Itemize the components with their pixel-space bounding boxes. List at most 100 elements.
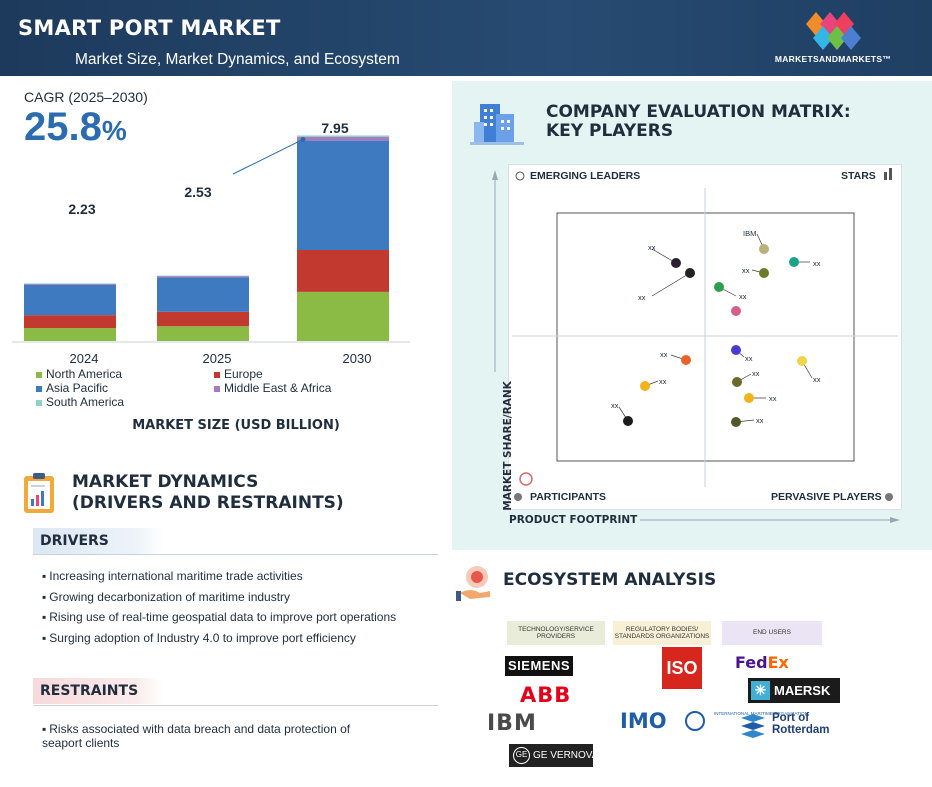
bar-segment-middle-east-africa	[24, 283, 116, 285]
driver-item: Increasing international maritime trade …	[42, 569, 396, 583]
ge-vernova-label: GE VERNOVA	[533, 750, 599, 761]
bar-segment-europe	[24, 315, 116, 329]
bar-segment-south-america	[157, 275, 249, 277]
drivers-tag: DRIVERS	[33, 528, 163, 554]
iso-logo: ISO	[662, 647, 702, 689]
rotterdam-line2: Rotterdam	[772, 724, 830, 736]
cagr-trend-point	[300, 136, 306, 142]
bar-segment-north-america	[24, 328, 116, 341]
imo-label: IMO	[620, 709, 667, 733]
cagr-unit: %	[101, 115, 127, 146]
fedex-logo: FedEx	[735, 653, 789, 672]
cagr-trend-line	[232, 139, 304, 175]
drivers-divider	[33, 554, 438, 555]
bar-segment-asia-pacific	[157, 277, 249, 312]
ibm-logo: IBM	[487, 711, 537, 736]
brand-logo: MARKETSANDMARKETS™	[768, 8, 898, 68]
cagr-label: CAGR (2025–2030)	[24, 89, 148, 105]
ecosystem-category-tech: TECHNOLOGY/SERVICE PROVIDERS	[507, 621, 605, 645]
ge-mark-icon: GE	[513, 747, 530, 764]
bar-segment-asia-pacific	[297, 140, 389, 250]
matrix-y-axis-label: MARKET SHARE/RANK	[501, 381, 514, 511]
x-tick-label: 2025	[203, 351, 232, 366]
abb-logo: ABB	[520, 683, 572, 707]
rotterdam-line1: Port of	[772, 712, 810, 724]
maersk-label: MAERSK	[774, 683, 831, 698]
cagr-number: 25.8	[24, 105, 102, 149]
legend-item-europe: Europe	[214, 367, 263, 381]
bar-segment-north-america	[157, 326, 249, 341]
matrix-x-axis-label: PRODUCT FOOTPRINT	[509, 514, 638, 526]
header-banner: SMART PORT MARKET Market Size, Market Dy…	[0, 0, 932, 76]
bar-segment-south-america	[297, 135, 389, 138]
ecosystem-title: ECOSYSTEM ANALYSIS	[503, 570, 717, 590]
legend-item-north-america: North America	[36, 367, 122, 381]
legend-label: Europe	[224, 367, 263, 381]
port-of-rotterdam-logo: Port of Rotterdam	[739, 712, 830, 738]
maersk-logo: ✳ MAERSK	[748, 678, 840, 703]
bar-segment-middle-east-africa	[297, 137, 389, 141]
imo-logo: IMO INTERNATIONAL MARITIME ORGANIZATION	[620, 709, 808, 733]
brand-name: MARKETSANDMARKETS™	[774, 54, 892, 64]
market-size-bar-chart: 2024 2025 2030 2.23 2.53 7.95	[12, 120, 410, 366]
bar-total-label: 7.95	[321, 120, 348, 136]
legend-swatch	[36, 399, 42, 406]
x-tick-label: 2024	[70, 351, 99, 366]
matrix-frame	[508, 164, 902, 510]
bar-total-label: 2.53	[184, 184, 211, 200]
ecosystem-hand-icon	[456, 566, 490, 601]
clipboard-chart-icon	[24, 473, 54, 513]
globe-icon	[685, 711, 705, 731]
ecosystem-category-end-users: END USERS	[722, 621, 822, 645]
quadrant-label-participants: PARTICIPANTS	[530, 491, 607, 503]
legend-label: Middle East & Africa	[224, 381, 332, 395]
legend-swatch	[36, 371, 42, 378]
siemens-logo: SIEMENS	[505, 656, 573, 676]
bar-segment-south-america	[24, 283, 116, 284]
bar-segment-middle-east-africa	[157, 276, 249, 278]
bar-segment-north-america	[297, 291, 389, 341]
restraints-tag: RESTRAINTS	[33, 678, 163, 704]
legend-label: Asia Pacific	[46, 381, 109, 395]
maersk-star-icon: ✳	[751, 681, 770, 700]
legend-item-south-america: South America	[36, 395, 124, 409]
legend-swatch	[36, 385, 42, 392]
restraints-list: Risks associated with data breach and da…	[42, 722, 392, 757]
legend-item-asia-pacific: Asia Pacific	[36, 381, 108, 395]
market-dynamics-title-line2: (DRIVERS AND RESTRAINTS)	[72, 493, 344, 513]
matrix-title-line1: COMPANY EVALUATION MATRIX:	[546, 102, 851, 122]
legend-label: North America	[46, 367, 123, 381]
buildings-icon	[470, 104, 524, 145]
driver-item: Surging adoption of Industry 4.0 to impr…	[42, 631, 396, 645]
legend-swatch	[214, 385, 220, 392]
quadrant-label-emerging-leaders: EMERGING LEADERS	[530, 170, 641, 182]
restraints-divider	[33, 705, 438, 706]
cagr-value: 25.8%	[24, 105, 127, 150]
market-dynamics-title: MARKET DYNAMICS (DRIVERS AND RESTRAINTS)	[72, 472, 344, 514]
driver-item: Rising use of real-time geospatial data …	[42, 610, 396, 624]
ge-vernova-logo: GE GE VERNOVA	[509, 744, 598, 767]
legend-item-middle-east-africa: Middle East & Africa	[214, 381, 331, 395]
restraint-item: Risks associated with data breach and da…	[42, 722, 392, 750]
ecosystem-category-regulatory: REGULATORY BODIES/ STANDARDS ORGANIZATIO…	[613, 621, 711, 645]
matrix-title: COMPANY EVALUATION MATRIX: KEY PLAYERS	[546, 103, 851, 141]
quadrant-label-pervasive-players: PERVASIVE PLAYERS	[771, 491, 882, 503]
rotterdam-wave-icon	[741, 714, 765, 738]
chart-x-axis-label: MARKET SIZE (USD BILLION)	[132, 418, 340, 433]
drivers-list: Increasing international maritime trade …	[42, 569, 396, 651]
matrix-title-line2: KEY PLAYERS	[546, 121, 674, 141]
fedex-ex: Ex	[767, 653, 789, 672]
legend-label: South America	[46, 395, 125, 409]
page-subtitle: Market Size, Market Dynamics, and Ecosys…	[75, 51, 400, 68]
page-title: SMART PORT MARKET	[18, 16, 281, 40]
brand-diamonds-icon	[806, 12, 861, 50]
bar-total-label: 2.23	[68, 201, 95, 217]
driver-item: Growing decarbonization of maritime indu…	[42, 590, 396, 604]
x-tick-label: 2030	[343, 351, 372, 366]
bar-segment-europe	[297, 249, 389, 292]
legend-swatch	[214, 371, 220, 378]
market-dynamics-title-line1: MARKET DYNAMICS	[72, 472, 259, 492]
bar-segment-asia-pacific	[24, 284, 116, 316]
quadrant-label-stars: STARS	[841, 170, 876, 182]
fedex-fed: Fed	[735, 653, 768, 672]
